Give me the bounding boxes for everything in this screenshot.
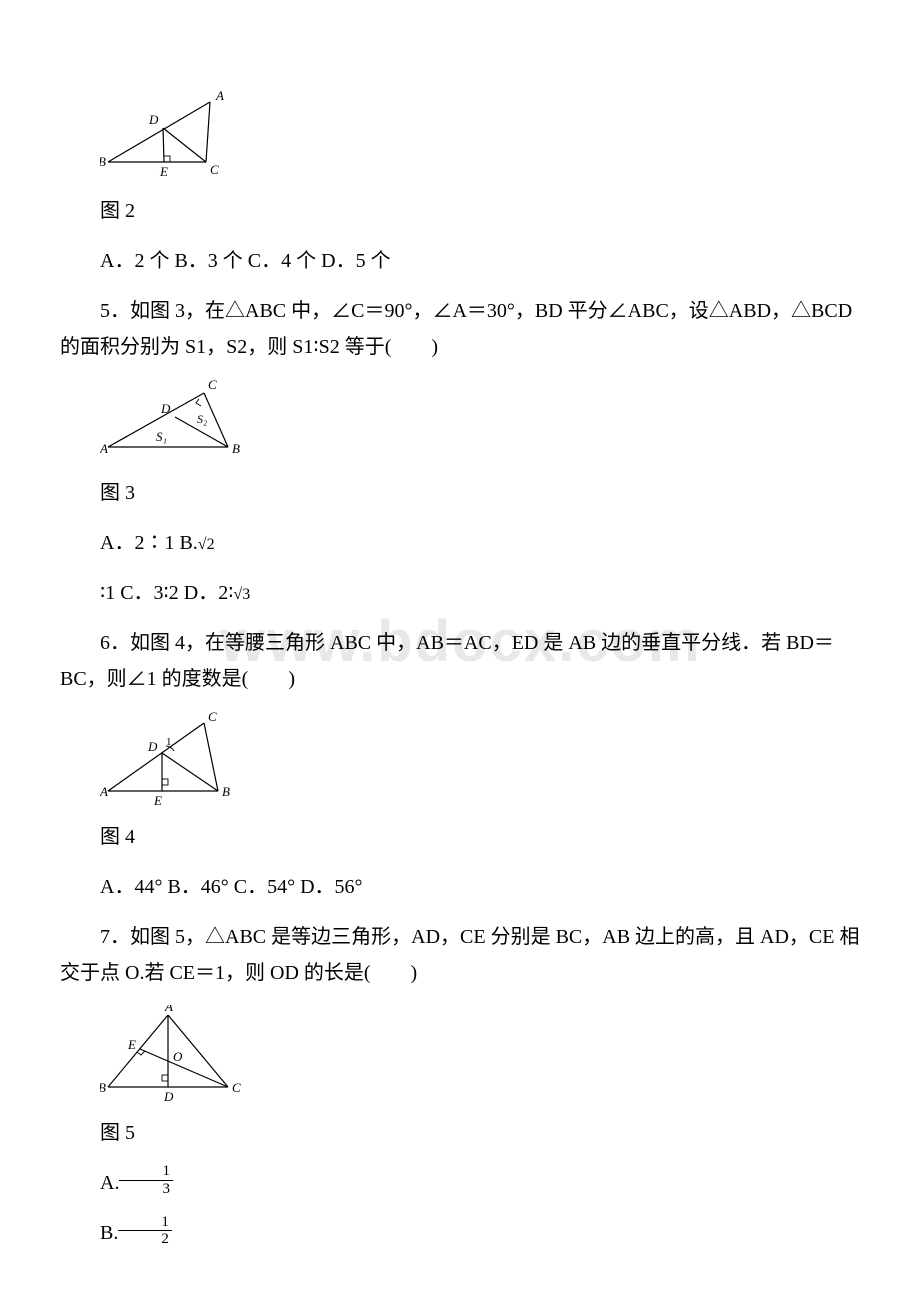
q5-opt-suffix: ∶1 C．3∶2 D．2∶ bbox=[100, 582, 233, 604]
figure-2-label: 图 2 bbox=[60, 193, 860, 229]
q7-optB: B.12 bbox=[60, 1215, 860, 1251]
svg-text:E: E bbox=[153, 793, 162, 808]
svg-text:C: C bbox=[208, 711, 217, 724]
figure-5-svg: A B C D E O bbox=[100, 1005, 250, 1107]
q7-text: 7．如图 5，△ABC 是等边三角形，AD，CE 分别是 BC，AB 边上的高，… bbox=[60, 919, 860, 991]
svg-text:A: A bbox=[100, 784, 108, 799]
frac-num: 1 bbox=[118, 1214, 172, 1232]
frac-num: 1 bbox=[119, 1163, 173, 1181]
svg-text:D: D bbox=[148, 112, 159, 127]
svg-text:A: A bbox=[100, 441, 108, 456]
frac-den: 3 bbox=[119, 1181, 173, 1198]
svg-text:B: B bbox=[100, 154, 106, 169]
svg-text:B: B bbox=[222, 784, 230, 799]
svg-text:S₁: S₁ bbox=[156, 429, 167, 444]
figure-3: A B C D S₁ S₂ bbox=[100, 379, 860, 467]
q7-optA-prefix: A. bbox=[100, 1172, 119, 1194]
figure-5-label: 图 5 bbox=[60, 1115, 860, 1151]
svg-text:O: O bbox=[173, 1049, 183, 1064]
q5-line1: A．2∶1 B.√2 bbox=[60, 525, 860, 561]
frac-den: 2 bbox=[118, 1231, 172, 1248]
svg-text:C: C bbox=[208, 379, 217, 392]
q7-optA: A.13 bbox=[60, 1165, 860, 1201]
figure-4-label: 图 4 bbox=[60, 819, 860, 855]
fraction-icon: 12 bbox=[118, 1214, 172, 1248]
figure-5: A B C D E O bbox=[100, 1005, 860, 1107]
figure-3-label: 图 3 bbox=[60, 475, 860, 511]
svg-text:D: D bbox=[147, 739, 158, 754]
figure-3-svg: A B C D S₁ S₂ bbox=[100, 379, 250, 467]
figure-2-svg: A D B E C bbox=[100, 90, 240, 185]
svg-text:C: C bbox=[210, 162, 219, 177]
q4-options: A．2 个 B．3 个 C．4 个 D．5 个 bbox=[60, 243, 860, 279]
svg-text:B: B bbox=[100, 1080, 106, 1095]
svg-text:C: C bbox=[232, 1080, 241, 1095]
sqrt-icon: √2 bbox=[198, 536, 215, 553]
svg-text:A: A bbox=[164, 1005, 173, 1014]
q7-optB-prefix: B. bbox=[100, 1222, 118, 1244]
q5-text: 5．如图 3，在△ABC 中，∠C＝90°，∠A＝30°，BD 平分∠ABC，设… bbox=[60, 293, 860, 365]
page-content: A D B E C 图 2 A．2 个 B．3 个 C．4 个 D．5 个 5．如图 3… bbox=[60, 90, 860, 1252]
q5-opt-prefix: A．2∶1 B. bbox=[100, 532, 198, 554]
svg-text:B: B bbox=[232, 441, 240, 456]
svg-text:E: E bbox=[127, 1037, 136, 1052]
svg-text:D: D bbox=[163, 1089, 174, 1104]
svg-text:E: E bbox=[159, 164, 168, 179]
svg-text:S₂: S₂ bbox=[197, 412, 207, 426]
svg-text:A: A bbox=[215, 90, 224, 103]
figure-4: ABCDE1 bbox=[100, 711, 860, 811]
q5-line2: ∶1 C．3∶2 D．2∶√3 bbox=[100, 575, 860, 611]
svg-text:D: D bbox=[160, 401, 171, 416]
figure-4-svg: ABCDE1 bbox=[100, 711, 240, 811]
q6-options: A．44° B．46° C．54° D．56° bbox=[60, 869, 860, 905]
figure-2: A D B E C bbox=[100, 90, 860, 185]
q6-text: 6．如图 4，在等腰三角形 ABC 中，AB＝AC，ED 是 AB 边的垂直平分… bbox=[60, 625, 860, 697]
fraction-icon: 13 bbox=[119, 1163, 173, 1197]
sqrt-icon: √3 bbox=[233, 586, 250, 603]
